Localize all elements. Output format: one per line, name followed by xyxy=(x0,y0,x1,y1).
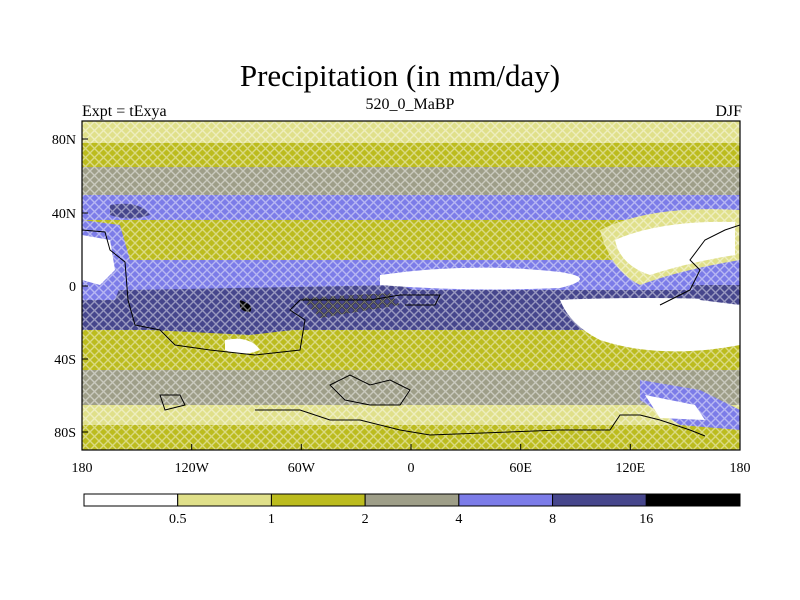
experiment-label: Expt = tExya xyxy=(82,103,167,120)
colorbar-label: 2 xyxy=(362,512,369,527)
chart-title: Precipitation (in mm/day) xyxy=(239,58,561,93)
lat-axis: 80N 40N 0 40S 80S xyxy=(52,133,88,441)
lat-tick-label: 0 xyxy=(69,280,76,295)
lon-tick-label: 60E xyxy=(509,461,532,476)
colorbar-box xyxy=(270,493,366,507)
lon-tick-label: 120W xyxy=(175,461,210,476)
season-label: DJF xyxy=(715,103,742,120)
lon-axis: 180 120W 60W 0 60E 120E 180 xyxy=(72,444,751,476)
colorbar-box xyxy=(83,493,179,507)
coastline-south xyxy=(255,409,706,437)
period-label: 520_0_MaBP xyxy=(365,96,455,113)
significance-hatching xyxy=(82,121,740,450)
precip-field xyxy=(82,121,740,450)
colorbar-label: 0.5 xyxy=(169,512,187,527)
lon-tick-label: 180 xyxy=(730,461,751,476)
colorbar-labels: 0.5 1 2 4 8 16 xyxy=(169,512,653,527)
lat-tick-label: 40N xyxy=(52,207,76,222)
lon-tick-label: 60W xyxy=(288,461,316,476)
colorbar-label: 4 xyxy=(455,512,462,527)
coastline-east xyxy=(659,224,740,306)
lat-tick-label: 80S xyxy=(54,426,76,441)
colorbar-box xyxy=(552,493,647,507)
lon-tick-label: 120E xyxy=(616,461,646,476)
colorbar-box xyxy=(364,493,460,507)
colorbar-label: 8 xyxy=(549,512,556,527)
coastline-islet xyxy=(159,394,186,411)
coastline-island xyxy=(329,374,411,406)
colorbar-label: 16 xyxy=(639,512,653,527)
colorbar-box xyxy=(458,493,554,507)
lon-tick-label: 180 xyxy=(72,461,93,476)
lat-tick-label: 40S xyxy=(54,353,76,368)
lat-tick-label: 80N xyxy=(52,133,76,148)
colorbar-label: 1 xyxy=(268,512,275,527)
colorbar-box xyxy=(645,493,741,507)
colorbar xyxy=(83,493,741,507)
colorbar-box xyxy=(177,493,272,507)
coastline-main xyxy=(82,229,441,356)
lon-tick-label: 0 xyxy=(408,461,415,476)
